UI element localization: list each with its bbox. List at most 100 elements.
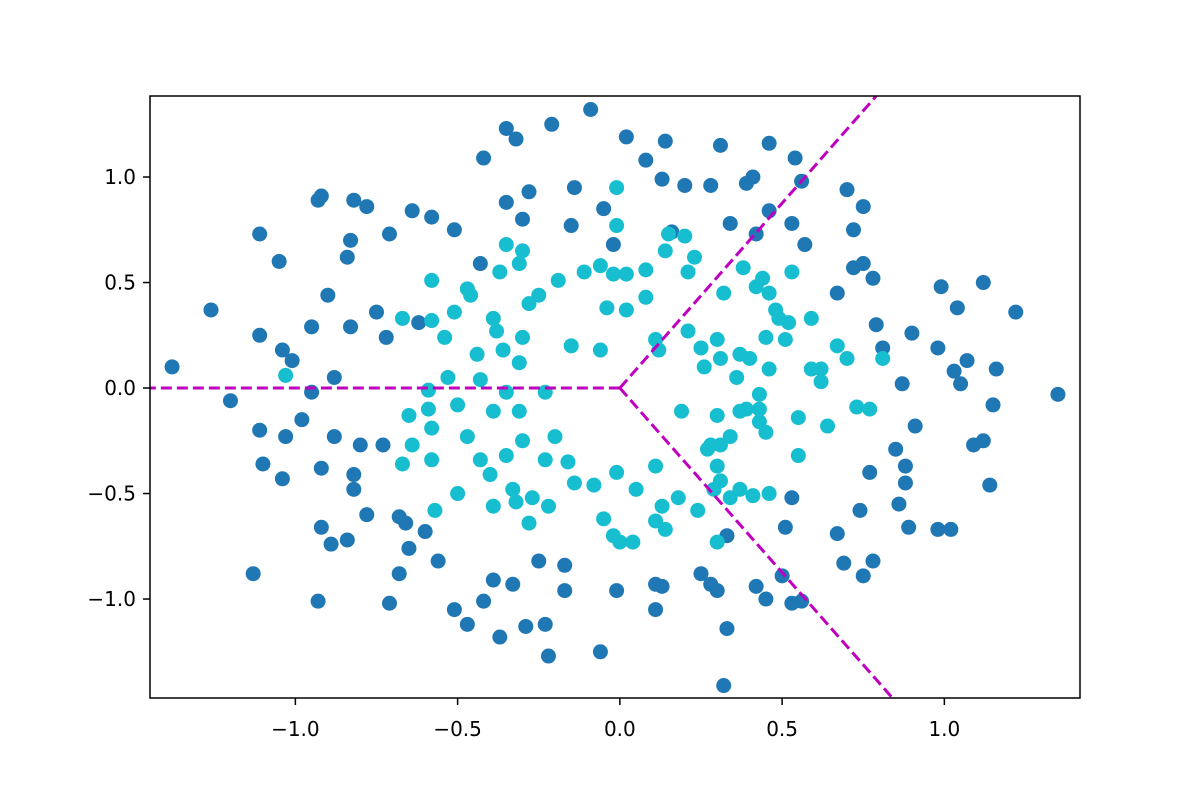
scatter-point — [492, 264, 508, 280]
scatter-point — [784, 264, 800, 280]
y-tick-label: −1.0 — [87, 587, 136, 611]
scatter-point — [420, 401, 436, 417]
scatter-point — [712, 437, 728, 453]
scatter-point — [761, 361, 777, 377]
scatter-point — [381, 595, 397, 611]
scatter-point — [245, 566, 261, 582]
scatter-point — [862, 464, 878, 480]
scatter-point — [657, 243, 673, 259]
scatter-point — [609, 583, 625, 599]
scatter-point — [745, 169, 761, 185]
scatter-point — [722, 215, 738, 231]
scatter-point — [690, 502, 706, 518]
scatter-point — [586, 477, 602, 493]
scatter-point — [787, 150, 803, 166]
scatter-point — [459, 429, 475, 445]
scatter-point — [605, 266, 621, 282]
scatter-point — [420, 382, 436, 398]
scatter-point — [524, 490, 540, 506]
scatter-point — [777, 519, 793, 535]
scatter-point — [515, 211, 531, 227]
scatter-point — [381, 226, 397, 242]
plot-area — [150, 96, 1066, 698]
scatter-point — [417, 524, 433, 540]
scatter-point — [222, 393, 238, 409]
scatter-point — [592, 342, 608, 358]
scatter-point — [813, 374, 829, 390]
scatter-point — [797, 237, 813, 253]
scatter-point — [930, 340, 946, 356]
scatter-point — [404, 203, 420, 219]
scatter-point — [790, 410, 806, 426]
x-tick-label: −1.0 — [271, 717, 320, 741]
scatter-point — [975, 433, 991, 449]
scatter-point — [346, 467, 362, 483]
scatter-point — [278, 429, 294, 445]
scatter-point — [648, 458, 664, 474]
scatter-point — [755, 270, 771, 286]
scatter-point — [459, 616, 475, 632]
scatter-point — [446, 602, 462, 618]
scatter-point — [693, 566, 709, 582]
scatter-point — [751, 386, 767, 402]
scatter-point — [855, 199, 871, 215]
scatter-point — [716, 285, 732, 301]
scatter-point — [437, 329, 453, 345]
scatter-point — [953, 376, 969, 392]
scatter-point — [904, 325, 920, 341]
scatter-point — [498, 237, 514, 253]
scatter-point — [855, 256, 871, 272]
scatter-point — [326, 429, 342, 445]
scatter-point — [943, 521, 959, 537]
scatter-point — [368, 304, 384, 320]
scatter-point — [677, 177, 693, 193]
scatter-point — [485, 310, 501, 326]
scatter-point — [313, 460, 329, 476]
scatter-point — [680, 323, 696, 339]
scatter-point — [537, 616, 553, 632]
scatter-point — [430, 553, 446, 569]
scatter-point — [498, 448, 514, 464]
scatter-point — [531, 553, 547, 569]
scatter-point — [427, 502, 443, 518]
scatter-point — [761, 285, 777, 301]
scatter-point — [511, 355, 527, 371]
scatter-point — [784, 215, 800, 231]
scatter-point — [540, 648, 556, 664]
scatter-point — [907, 418, 923, 434]
scatter-point — [576, 264, 592, 280]
scatter-point — [985, 397, 1001, 413]
scatter-point — [404, 437, 420, 453]
scatter-point — [463, 287, 479, 303]
scatter-point — [164, 359, 180, 375]
scatter-point — [557, 557, 573, 573]
scatter-point — [252, 327, 268, 343]
scatter-point — [709, 332, 725, 348]
scatter-point — [638, 262, 654, 278]
scatter-point — [865, 553, 881, 569]
scatter-point — [748, 578, 764, 594]
scatter-point — [742, 350, 758, 366]
scatter-point — [712, 350, 728, 366]
scatter-point — [472, 372, 488, 388]
y-tick-label: 0.5 — [104, 271, 136, 295]
scatter-point — [790, 448, 806, 464]
scatter-point — [674, 403, 690, 419]
scatter-point — [310, 593, 326, 609]
scatter-point — [599, 300, 615, 316]
scatter-point — [424, 272, 440, 288]
scatter-point — [722, 429, 738, 445]
scatter-point — [346, 481, 362, 497]
scatter-point — [709, 458, 725, 474]
x-tick-label: 0.0 — [604, 717, 636, 741]
scatter-point — [897, 458, 913, 474]
scatter-point — [320, 287, 336, 303]
scatter-point — [625, 534, 641, 550]
boundary-line — [618, 96, 878, 390]
scatter-point — [654, 171, 670, 187]
scatter-point — [411, 315, 427, 331]
scatter-point — [618, 266, 634, 282]
scatter-point — [255, 456, 271, 472]
scatter-point — [352, 437, 368, 453]
